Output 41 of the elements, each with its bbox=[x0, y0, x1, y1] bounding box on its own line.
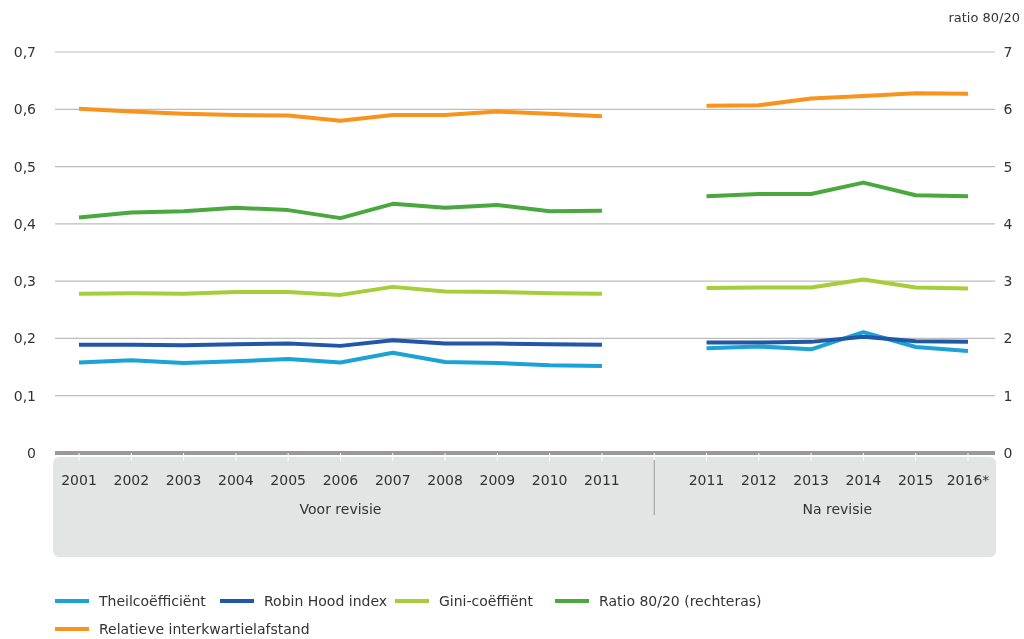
x-tick-label: 2005 bbox=[270, 472, 306, 488]
y2-tick-label: 5 bbox=[1003, 158, 1013, 175]
x-tick-label: 2010 bbox=[531, 472, 568, 488]
y-tick-label: 0,7 bbox=[13, 44, 36, 60]
text: Voor revisie bbox=[299, 501, 382, 517]
x-tick-label: 2004 bbox=[218, 472, 254, 488]
y-tick-label: 0 bbox=[27, 445, 36, 461]
x-tick-label: 2016* bbox=[946, 472, 990, 488]
text: Na revisie bbox=[802, 501, 873, 517]
y-tick-label: 0,5 bbox=[13, 158, 36, 175]
y2-tick-label: 4 bbox=[1003, 215, 1013, 232]
y-tick-label: 0,1 bbox=[13, 387, 36, 404]
y2-tick-label: 7 bbox=[1003, 44, 1013, 60]
x-tick-label: 2008 bbox=[427, 472, 463, 488]
x-tick-label: 2011 bbox=[584, 472, 620, 488]
x-tick-label: 2012 bbox=[741, 472, 777, 488]
y-tick-label: 0,4 bbox=[13, 215, 37, 232]
y2-tick-label: 0 bbox=[1003, 445, 1013, 461]
legend-label: Gini-coëffiënt bbox=[439, 593, 534, 609]
y2-tick-label: 3 bbox=[1003, 273, 1013, 290]
x-tick-label: 2002 bbox=[113, 472, 150, 488]
x-tick-label: 2015 bbox=[897, 472, 934, 488]
legend-label: Relatieve interkwartielafstand bbox=[99, 621, 310, 637]
x-tick-label: 2014 bbox=[845, 472, 882, 488]
y-tick-label: 0,6 bbox=[13, 101, 37, 118]
y2-tick-label: 6 bbox=[1003, 101, 1013, 118]
y2-tick-label: 2 bbox=[1003, 330, 1013, 347]
y2-axis-title: ratio 80/20 bbox=[948, 10, 1020, 25]
y-tick-label: 0,2 bbox=[13, 330, 36, 347]
legend-label: Robin Hood index bbox=[264, 593, 388, 609]
x-tick-label: 2006 bbox=[322, 472, 359, 488]
x-tick-label: 2011 bbox=[688, 472, 725, 488]
x-tick-label: 2013 bbox=[793, 472, 829, 488]
y2-tick-label: 1 bbox=[1003, 387, 1013, 404]
x-tick-label: 2007 bbox=[374, 472, 411, 488]
x-tick-label: 2003 bbox=[165, 472, 202, 488]
x-tick-label: 2009 bbox=[479, 472, 516, 488]
legend-label: Theilcoëfficiënt bbox=[98, 593, 207, 609]
y-tick-label: 0,3 bbox=[13, 273, 36, 290]
legend-label: Ratio 80/20 (rechteras) bbox=[599, 593, 762, 609]
x-tick-label: 2001 bbox=[61, 472, 97, 488]
